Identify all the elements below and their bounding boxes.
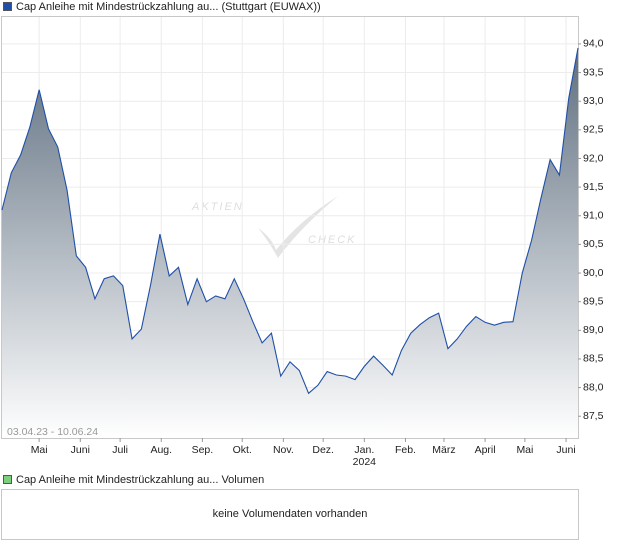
x-tick-label: Mai — [31, 444, 48, 456]
legend-label: Cap Anleihe mit Mindestrückzahlung au...… — [16, 1, 321, 13]
x-tick-label: Sep. — [192, 444, 214, 456]
y-tick-label: 87,5 — [583, 410, 604, 422]
area — [2, 47, 578, 439]
watermark: CHECK — [308, 234, 357, 246]
x-tick-label: Juli — [112, 444, 128, 456]
volume-frame — [1, 489, 579, 540]
x-tick-label: April — [475, 444, 496, 456]
y-tick-label: 90,5 — [583, 238, 604, 250]
legend-label: Cap Anleihe mit Mindestrückzahlung au...… — [16, 474, 264, 486]
x-tick-label: Nov. — [273, 444, 294, 456]
y-tick-label: 94,0 — [583, 38, 604, 50]
y-tick-label: 93,5 — [583, 66, 604, 78]
x-tick-label: Aug. — [150, 444, 172, 456]
x-tick-year: 2024 — [353, 456, 377, 468]
y-tick-label: 91,5 — [583, 181, 604, 193]
legend-swatch — [3, 475, 12, 484]
legend-swatch — [3, 2, 12, 11]
x-tick-label: Feb. — [395, 444, 416, 456]
y-tick-label: 89,5 — [583, 295, 604, 307]
x-tick-label: Juni — [556, 444, 575, 456]
y-tick-label: 88,5 — [583, 353, 604, 365]
x-tick-label: Juni — [71, 444, 90, 456]
watermark: AKTIEN — [191, 201, 244, 213]
y-tick-label: 93,0 — [583, 95, 604, 107]
y-tick-label: 90,0 — [583, 267, 604, 279]
x-tick-label: Jan. — [354, 444, 374, 456]
y-tick-label: 91,0 — [583, 210, 604, 222]
price-line — [1, 47, 579, 395]
x-tick-label: Okt. — [233, 444, 252, 456]
x-tick-label: Mai — [516, 444, 533, 456]
y-tick-label: 89,0 — [583, 324, 604, 336]
x-tick-label: März — [432, 444, 455, 456]
y-tick-label: 92,5 — [583, 124, 604, 136]
y-tick-label: 92,0 — [583, 152, 604, 164]
date-range: 03.04.23 - 10.06.24 — [7, 426, 98, 438]
volume-message: keine Volumendaten vorhanden — [213, 508, 368, 520]
y-tick-label: 88,0 — [583, 381, 604, 393]
watermark-swoosh — [258, 196, 338, 258]
x-tick-label: Dez. — [312, 444, 334, 456]
